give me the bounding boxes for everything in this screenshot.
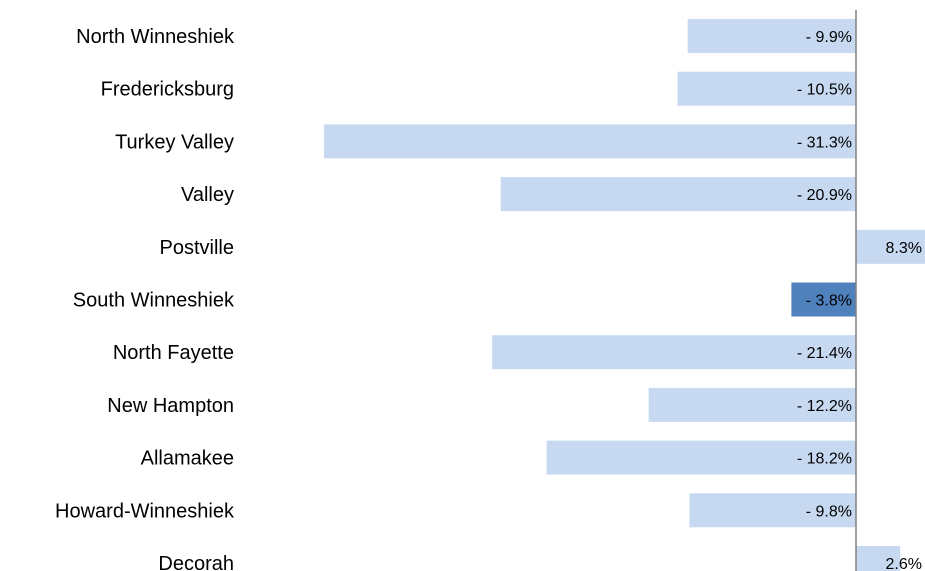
- category-label-south-winneshiek: South Winneshiek: [73, 290, 235, 312]
- value-label-valley: - 20.9%: [797, 187, 852, 204]
- value-label-south-winneshiek: - 3.8%: [806, 293, 852, 310]
- bar-valley: [500, 177, 856, 212]
- category-label-decorah: Decorah: [158, 553, 234, 571]
- category-label-valley: Valley: [181, 184, 234, 206]
- value-label-howard-winneshiek: - 9.8%: [806, 503, 852, 520]
- category-label-turkey-valley: Turkey Valley: [115, 131, 234, 153]
- value-label-north-fayette: - 21.4%: [797, 345, 852, 362]
- value-label-fredericksburg: - 10.5%: [797, 82, 852, 99]
- category-label-allamakee: Allamakee: [141, 448, 234, 470]
- bar-new-hampton: [648, 387, 856, 422]
- category-label-north-winneshiek: North Winneshiek: [76, 26, 235, 48]
- bar-north-fayette: [492, 335, 856, 370]
- value-label-postville: 8.3%: [886, 240, 922, 257]
- category-label-north-fayette: North Fayette: [113, 342, 234, 364]
- labels-group: North Winneshiek - 9.9% Fredericksburg - 10…: [55, 26, 922, 571]
- bar-decorah: [856, 546, 901, 571]
- value-label-allamakee: - 18.2%: [797, 451, 852, 468]
- value-label-north-winneshiek: - 9.9%: [806, 29, 852, 46]
- bars-group: [323, 19, 925, 571]
- category-label-postville: Postville: [160, 237, 234, 259]
- bar-allamakee: [546, 440, 856, 475]
- value-label-new-hampton: - 12.2%: [797, 398, 852, 415]
- category-label-howard-winneshiek: Howard-Winneshiek: [55, 500, 235, 522]
- bar-north-winneshiek: [687, 19, 856, 53]
- bar-fredericksburg: [677, 71, 856, 106]
- category-label-new-hampton: New Hampton: [107, 395, 234, 417]
- category-label-fredericksburg: Fredericksburg: [101, 79, 234, 101]
- bar-south-winneshiek: [791, 282, 856, 317]
- bar-postville: [856, 229, 925, 264]
- bar-howard-winneshiek: [689, 493, 856, 528]
- bar-turkey-valley: [323, 124, 856, 159]
- value-label-decorah: 2.6%: [886, 556, 922, 571]
- value-label-turkey-valley: - 31.3%: [797, 134, 852, 151]
